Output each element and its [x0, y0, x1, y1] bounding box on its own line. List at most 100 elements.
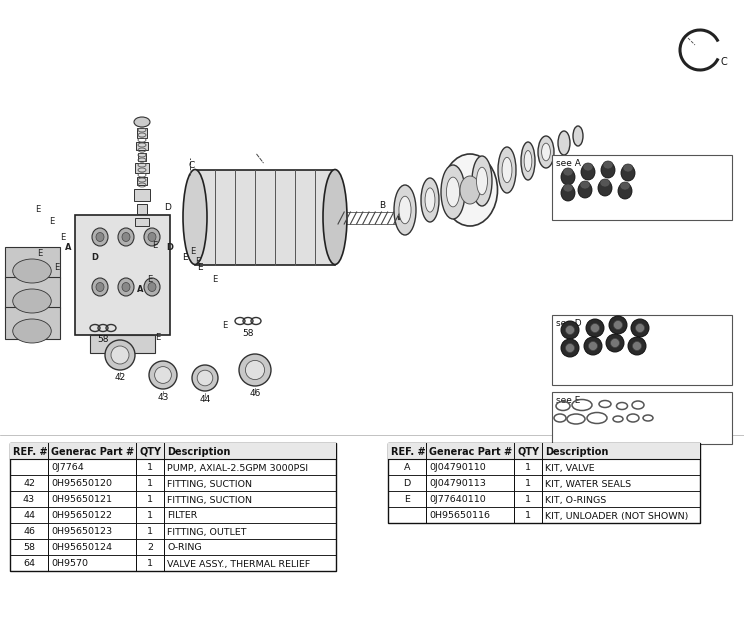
- Bar: [552, 315, 732, 385]
- Ellipse shape: [542, 143, 551, 161]
- Ellipse shape: [586, 319, 604, 337]
- Bar: [388, 443, 700, 459]
- Text: see D: see D: [556, 319, 582, 328]
- Text: 0J77640110: 0J77640110: [429, 495, 486, 505]
- Text: E: E: [36, 206, 41, 214]
- Ellipse shape: [246, 361, 265, 379]
- Text: KIT, VALVE: KIT, VALVE: [545, 463, 594, 473]
- Bar: [134, 189, 150, 201]
- Ellipse shape: [394, 185, 416, 235]
- Ellipse shape: [105, 340, 135, 370]
- Ellipse shape: [561, 321, 579, 339]
- Text: 0H95650122: 0H95650122: [51, 512, 112, 520]
- Text: C: C: [721, 57, 728, 67]
- Text: D: D: [167, 243, 173, 251]
- Ellipse shape: [134, 117, 150, 127]
- Text: 1: 1: [147, 512, 153, 520]
- Text: 0H95650116: 0H95650116: [429, 512, 490, 520]
- Ellipse shape: [631, 319, 649, 337]
- Ellipse shape: [148, 283, 156, 292]
- Text: FITTING, OUTLET: FITTING, OUTLET: [167, 527, 246, 537]
- Ellipse shape: [563, 168, 573, 176]
- Ellipse shape: [561, 169, 575, 185]
- Ellipse shape: [323, 169, 347, 265]
- Bar: [135, 218, 149, 226]
- Text: D: D: [164, 203, 171, 211]
- Ellipse shape: [558, 131, 570, 155]
- Text: E: E: [147, 275, 153, 285]
- Bar: [552, 155, 732, 220]
- Ellipse shape: [565, 344, 574, 352]
- Ellipse shape: [563, 184, 573, 192]
- Text: 0J04790110: 0J04790110: [429, 463, 486, 473]
- Text: REF. #: REF. #: [391, 447, 426, 457]
- Ellipse shape: [155, 367, 171, 383]
- Text: E: E: [37, 248, 42, 258]
- Ellipse shape: [476, 167, 487, 195]
- Ellipse shape: [565, 325, 574, 334]
- Text: QTY: QTY: [139, 447, 161, 457]
- Text: E: E: [190, 248, 196, 256]
- Text: 43: 43: [23, 495, 35, 505]
- Bar: [135, 163, 149, 173]
- Ellipse shape: [609, 316, 627, 334]
- Text: VALVE ASSY., THERMAL RELIEF: VALVE ASSY., THERMAL RELIEF: [167, 559, 310, 569]
- Bar: [138, 153, 146, 161]
- Text: 0H95650124: 0H95650124: [51, 544, 112, 552]
- Bar: [10, 443, 336, 571]
- Ellipse shape: [561, 185, 575, 201]
- Ellipse shape: [584, 337, 602, 355]
- Ellipse shape: [446, 177, 460, 207]
- Text: E: E: [155, 332, 161, 342]
- Ellipse shape: [192, 365, 218, 391]
- Ellipse shape: [443, 154, 498, 226]
- Bar: [137, 128, 147, 138]
- Ellipse shape: [92, 228, 108, 246]
- Text: 58: 58: [243, 329, 254, 337]
- Bar: [195, 170, 335, 265]
- Text: C: C: [189, 161, 195, 169]
- Text: O-RING: O-RING: [167, 544, 202, 552]
- Ellipse shape: [96, 233, 104, 241]
- Ellipse shape: [460, 176, 480, 204]
- Text: A: A: [404, 463, 410, 473]
- Text: 58: 58: [97, 335, 109, 344]
- Ellipse shape: [618, 183, 632, 199]
- Text: 58: 58: [23, 544, 35, 552]
- Ellipse shape: [591, 324, 600, 332]
- Text: 46: 46: [23, 527, 35, 537]
- Text: 1: 1: [525, 463, 531, 473]
- Text: A: A: [65, 243, 71, 253]
- Bar: [552, 392, 732, 444]
- Ellipse shape: [92, 278, 108, 296]
- Text: E: E: [196, 258, 201, 266]
- Bar: [10, 443, 336, 459]
- Ellipse shape: [421, 178, 439, 222]
- Text: B: B: [379, 201, 385, 209]
- Ellipse shape: [498, 147, 516, 193]
- Text: FITTING, SUCTION: FITTING, SUCTION: [167, 495, 252, 505]
- Text: 43: 43: [157, 393, 169, 401]
- Ellipse shape: [635, 324, 644, 332]
- Text: Generac Part #: Generac Part #: [429, 447, 512, 457]
- Ellipse shape: [239, 354, 271, 386]
- Text: 44: 44: [23, 512, 35, 520]
- Ellipse shape: [578, 182, 592, 198]
- Ellipse shape: [620, 182, 630, 190]
- Ellipse shape: [149, 361, 177, 389]
- Ellipse shape: [122, 283, 130, 292]
- Ellipse shape: [118, 278, 134, 296]
- Text: 0H95650123: 0H95650123: [51, 527, 112, 537]
- Ellipse shape: [611, 339, 620, 347]
- Text: 0H95650121: 0H95650121: [51, 495, 112, 505]
- Text: 42: 42: [23, 480, 35, 488]
- Ellipse shape: [538, 136, 554, 168]
- Text: 1: 1: [525, 512, 531, 520]
- Text: PUMP, AXIAL-2.5GPM 3000PSI: PUMP, AXIAL-2.5GPM 3000PSI: [167, 463, 308, 473]
- Ellipse shape: [183, 169, 207, 265]
- Text: 0J7764: 0J7764: [51, 463, 84, 473]
- Text: A: A: [137, 285, 144, 295]
- Text: E: E: [197, 263, 203, 273]
- Text: 1: 1: [147, 559, 153, 569]
- Bar: [90, 335, 155, 353]
